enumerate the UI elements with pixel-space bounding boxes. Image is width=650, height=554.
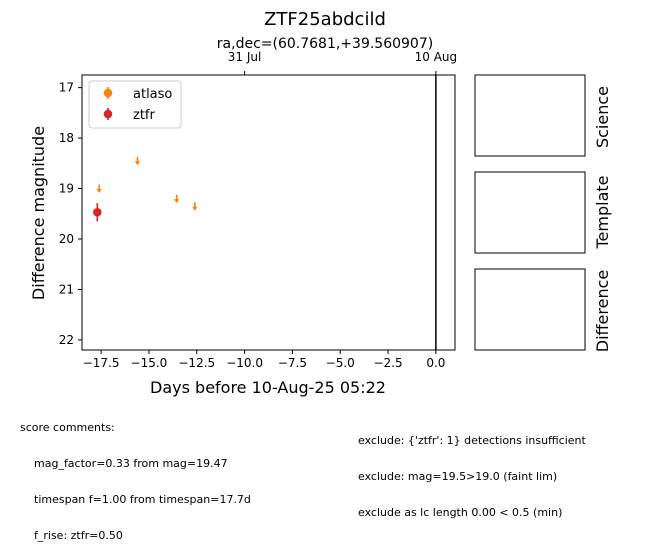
data-point-ztfr	[93, 203, 102, 222]
x-tick-label: −7.5	[278, 356, 307, 370]
x-tick-label: −10.0	[226, 356, 263, 370]
x-tick-label: −17.5	[83, 356, 120, 370]
legend-label-atlaso: atlaso	[133, 87, 172, 102]
y-tick-label: 21	[59, 282, 74, 296]
score-comment-line: f_rise: ztfr=0.50	[34, 529, 123, 542]
data-point-atlaso	[134, 156, 141, 166]
y-tick-label: 20	[59, 232, 74, 246]
y-tick-label: 19	[59, 182, 74, 196]
chart-title: ZTF25abdcild	[264, 9, 386, 30]
data-point-marker	[93, 207, 102, 217]
template-cutout-panel	[474, 171, 586, 254]
exclude-comments: exclude: {'ztfr': 1} detections insuffic…	[358, 411, 586, 531]
exclude-comment-line: exclude: mag=19.5>19.0 (faint lim)	[358, 470, 558, 483]
data-point-atlaso	[96, 184, 102, 194]
difference-cutout-panel	[474, 268, 586, 351]
science-cutout-panel	[474, 74, 586, 157]
legend-circle	[103, 88, 113, 98]
y-axis-label: Difference magnitude	[29, 126, 48, 300]
score-comments: score comments: mag_factor=0.33 from mag…	[20, 398, 251, 554]
data-point-marker	[103, 109, 113, 119]
template-cutout-label: Template	[593, 175, 612, 249]
upper-limit-head	[174, 199, 180, 204]
legend-label-ztfr: ztfr	[133, 108, 155, 123]
y-tick-label: 22	[59, 333, 74, 347]
science-cutout-label: Science	[593, 86, 612, 148]
top-axis-tick-label: 31 Jul	[228, 50, 262, 64]
score-comments-header: score comments:	[20, 421, 115, 434]
cutout-template: Template	[474, 171, 612, 254]
y-tick-label: 17	[59, 81, 74, 95]
cutout-difference: Difference	[474, 268, 612, 352]
data-point-atlaso	[192, 202, 198, 211]
chart-subtitle: ra,dec=(60.7681,+39.560907)	[217, 36, 433, 52]
data-point-atlaso	[174, 194, 180, 204]
figure: ZTF25abdcild ra,dec=(60.7681,+39.560907)…	[29, 9, 612, 397]
cutout-science: Science	[474, 74, 612, 157]
x-tick-label: −15.0	[131, 356, 168, 370]
exclude-comment-line: exclude: {'ztfr': 1} detections insuffic…	[358, 434, 586, 447]
x-tick-label: 0.0	[426, 356, 445, 370]
x-tick-label: −12.5	[178, 356, 215, 370]
difference-cutout-label: Difference	[593, 270, 612, 352]
exclude-comment-line: exclude as lc length 0.00 < 0.5 (min)	[358, 506, 563, 519]
x-axis-label: Days before 10-Aug-25 05:22	[150, 378, 386, 397]
plot-frame	[81, 74, 456, 351]
score-comment-line: timespan f=1.00 from timespan=17.7d	[34, 493, 251, 506]
legend-marker-ztfr	[103, 108, 113, 120]
x-tick-label: −2.5	[373, 356, 402, 370]
top-axis-tick-label: 10 Aug	[415, 50, 458, 64]
legend: atlaso ztfr	[88, 80, 182, 129]
x-tick-label: −5.0	[326, 356, 355, 370]
y-tick-label: 18	[59, 131, 74, 145]
score-comment-line: mag_factor=0.33 from mag=19.47	[34, 457, 228, 470]
upper-limit-head	[192, 206, 198, 211]
upper-limit-head	[134, 161, 141, 166]
legend-marker-atlaso	[103, 87, 113, 99]
upper-limit-head	[96, 189, 102, 194]
plot-area: −17.5 −15.0 −12.5 −10.0 −7.5 −5.0 −2.5 0.0 17 18 1…	[59, 50, 457, 370]
